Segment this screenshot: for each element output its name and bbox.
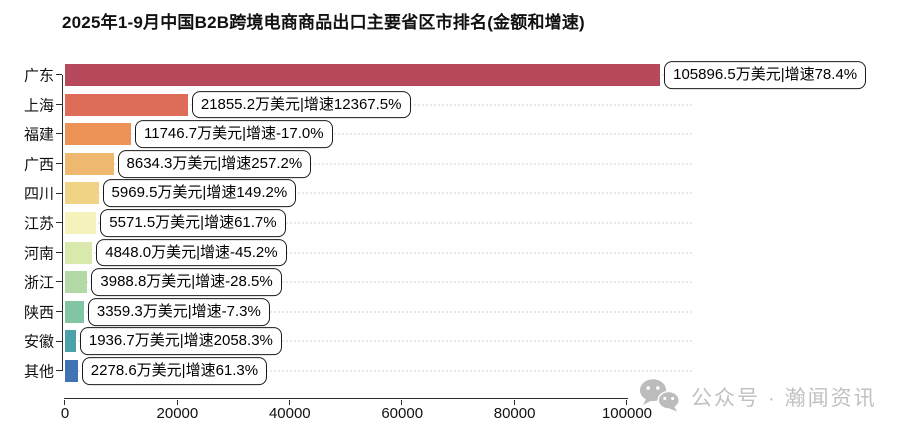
- gridline: [65, 281, 692, 284]
- y-tick: [56, 281, 62, 283]
- bar: [65, 330, 76, 353]
- bar-value-label: 1936.7万美元|增速2058.3%: [79, 327, 282, 356]
- bar: [65, 212, 97, 234]
- bar: [65, 123, 132, 146]
- bar-value-label: 8634.3万美元|增速257.2%: [117, 149, 312, 178]
- chart-title: 2025年1-9月中国B2B跨境电商商品出口主要省区市排名(金额和增速): [62, 13, 585, 32]
- bar-value-label: 2278.6万美元|增速61.3%: [81, 357, 268, 385]
- x-tick: [401, 399, 403, 405]
- y-tick: [56, 133, 62, 135]
- bar: [65, 300, 84, 323]
- x-axis-spine: [64, 398, 628, 399]
- x-tick: [176, 399, 178, 405]
- gridline: [65, 370, 692, 372]
- y-axis-label: 浙江: [23, 274, 54, 292]
- bar: [65, 93, 188, 116]
- bar: [65, 241, 93, 264]
- y-tick: [56, 311, 62, 313]
- x-tick: [289, 399, 291, 405]
- y-tick: [56, 222, 62, 224]
- y-axis-label: 江苏: [23, 215, 54, 233]
- watermark-text: 公众号 · 瀚闻资讯: [691, 387, 877, 410]
- bar-value-label: 3988.8万美元|增速-28.5%: [91, 268, 282, 297]
- y-tick: [56, 192, 62, 194]
- y-tick: [56, 74, 62, 76]
- x-tick-label: 80000: [493, 405, 536, 422]
- bar: [65, 271, 88, 294]
- x-tick: [626, 399, 628, 405]
- bar-value-label: 11746.7万美元|增速-17.0%: [135, 120, 333, 149]
- bar-value-label: 105896.5万美元|增速78.4%: [664, 61, 867, 89]
- x-tick-label: 60000: [381, 405, 424, 422]
- y-tick: [56, 103, 62, 105]
- wechat-icon: [638, 378, 682, 417]
- y-tick: [56, 340, 62, 342]
- bar-value-label: 4848.0万美元|增速-45.2%: [96, 238, 287, 267]
- y-axis-label: 广东: [23, 67, 54, 85]
- y-axis-spine: [61, 75, 63, 371]
- gridline: [65, 192, 692, 195]
- gridline: [65, 310, 692, 313]
- bar: [65, 152, 114, 175]
- y-tick: [56, 163, 62, 165]
- x-tick-label: 20000: [156, 405, 199, 422]
- bar-value-label: 21855.2万美元|增速12367.5%: [191, 90, 411, 119]
- bar: [65, 182, 99, 205]
- x-tick-label: 100000: [601, 405, 653, 422]
- bar-value-label: 5571.5万美元|增速61.7%: [100, 209, 286, 237]
- y-axis-label: 上海: [23, 97, 54, 115]
- bar-value-label: 3359.3万美元|增速-7.3%: [87, 297, 270, 326]
- y-axis-label: 广西: [23, 156, 54, 174]
- gridline: [65, 133, 692, 136]
- gridline: [65, 162, 692, 165]
- gridline: [65, 340, 692, 343]
- bar: [65, 360, 78, 382]
- x-tick: [64, 399, 66, 405]
- gridline: [65, 222, 692, 224]
- bar-value-label: 5969.5万美元|增速149.2%: [102, 179, 297, 208]
- y-axis-label: 福建: [23, 126, 54, 144]
- y-axis-label: 四川: [23, 185, 54, 203]
- y-axis-label: 其他: [23, 363, 54, 381]
- x-tick-label: 40000: [268, 405, 311, 422]
- x-tick-label: 0: [60, 405, 70, 422]
- y-axis-label: 安徽: [23, 333, 54, 351]
- gridline: [65, 251, 692, 254]
- bar: [65, 64, 661, 86]
- y-tick: [56, 251, 62, 253]
- y-tick: [56, 370, 62, 372]
- y-axis-label: 陕西: [23, 304, 54, 322]
- x-tick: [513, 399, 515, 405]
- watermark: 公众号 · 瀚闻资讯: [638, 378, 877, 416]
- y-axis-label: 河南: [23, 245, 54, 263]
